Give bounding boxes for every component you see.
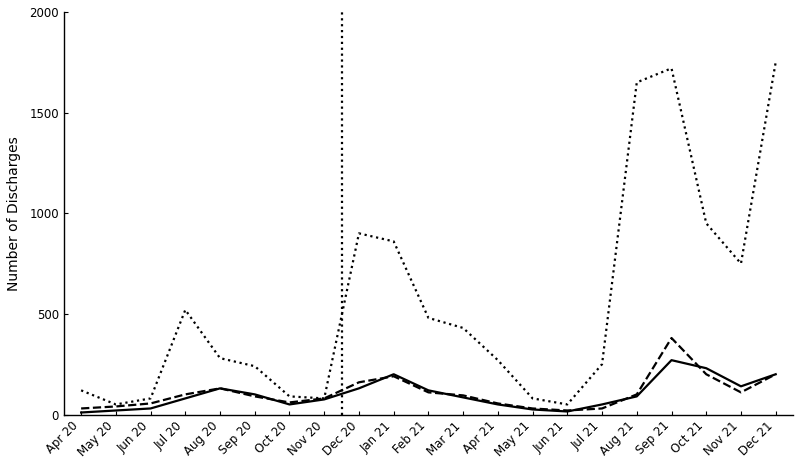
Mild–Moderate xyxy=(666,66,676,71)
Severe (Noncritical) xyxy=(598,406,607,411)
Severe (Noncritical) xyxy=(389,373,398,379)
Mild–Moderate xyxy=(632,80,642,85)
Critical xyxy=(354,385,364,391)
Mild–Moderate xyxy=(424,315,434,321)
Critical xyxy=(319,397,329,402)
Mild–Moderate xyxy=(319,396,329,401)
Severe (Noncritical) xyxy=(76,406,86,411)
Severe (Noncritical) xyxy=(111,404,121,409)
Severe (Noncritical) xyxy=(736,390,746,395)
Severe (Noncritical) xyxy=(666,335,676,341)
Mild–Moderate xyxy=(771,60,781,65)
Mild–Moderate xyxy=(528,396,538,401)
Severe (Noncritical) xyxy=(354,379,364,385)
Severe (Noncritical) xyxy=(528,406,538,411)
Severe (Noncritical) xyxy=(493,401,502,406)
Critical xyxy=(389,371,398,377)
Critical xyxy=(562,409,572,414)
Mild–Moderate xyxy=(493,357,502,363)
Mild–Moderate xyxy=(389,239,398,244)
Mild–Moderate xyxy=(146,396,155,401)
Y-axis label: Number of Discharges: Number of Discharges xyxy=(7,136,21,291)
Critical xyxy=(76,410,86,415)
Critical xyxy=(493,402,502,407)
Critical xyxy=(424,388,434,393)
Severe (Noncritical) xyxy=(632,391,642,397)
Critical xyxy=(250,391,259,397)
Line: Mild–Moderate: Mild–Moderate xyxy=(81,62,776,404)
Mild–Moderate xyxy=(285,394,294,399)
Mild–Moderate xyxy=(354,231,364,236)
Critical xyxy=(181,396,190,401)
Mild–Moderate xyxy=(181,307,190,313)
Critical xyxy=(146,406,155,411)
Mild–Moderate xyxy=(562,402,572,407)
Line: Severe (Noncritical): Severe (Noncritical) xyxy=(81,338,776,411)
Severe (Noncritical) xyxy=(319,396,329,401)
Severe (Noncritical) xyxy=(250,394,259,399)
Severe (Noncritical) xyxy=(181,391,190,397)
Critical xyxy=(632,394,642,399)
Severe (Noncritical) xyxy=(215,385,225,391)
Critical xyxy=(111,408,121,413)
Mild–Moderate xyxy=(736,261,746,267)
Critical xyxy=(666,357,676,363)
Severe (Noncritical) xyxy=(562,408,572,413)
Severe (Noncritical) xyxy=(424,390,434,395)
Critical xyxy=(771,371,781,377)
Critical xyxy=(598,402,607,407)
Severe (Noncritical) xyxy=(702,371,711,377)
Mild–Moderate xyxy=(250,363,259,369)
Mild–Moderate xyxy=(458,325,468,331)
Mild–Moderate xyxy=(702,220,711,226)
Mild–Moderate xyxy=(598,362,607,367)
Critical xyxy=(458,395,468,400)
Severe (Noncritical) xyxy=(458,392,468,398)
Mild–Moderate xyxy=(111,402,121,407)
Severe (Noncritical) xyxy=(285,400,294,405)
Critical xyxy=(285,402,294,407)
Line: Critical: Critical xyxy=(81,360,776,412)
Severe (Noncritical) xyxy=(146,401,155,406)
Severe (Noncritical) xyxy=(771,371,781,377)
Mild–Moderate xyxy=(76,388,86,393)
Mild–Moderate xyxy=(215,356,225,361)
Critical xyxy=(702,365,711,371)
Critical xyxy=(528,407,538,412)
Critical xyxy=(215,385,225,391)
Critical xyxy=(736,384,746,389)
